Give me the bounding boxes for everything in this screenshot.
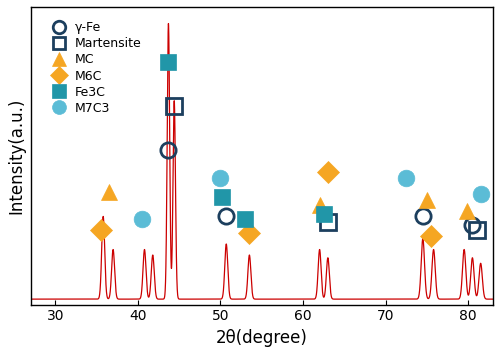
Legend: γ-Fe, Martensite, MC, M6C, Fe3C, M7C3: γ-Fe, Martensite, MC, M6C, Fe3C, M7C3 (42, 16, 147, 120)
X-axis label: 2θ(degree): 2θ(degree) (216, 329, 308, 347)
Y-axis label: Intensity(a.u.): Intensity(a.u.) (7, 98, 25, 214)
